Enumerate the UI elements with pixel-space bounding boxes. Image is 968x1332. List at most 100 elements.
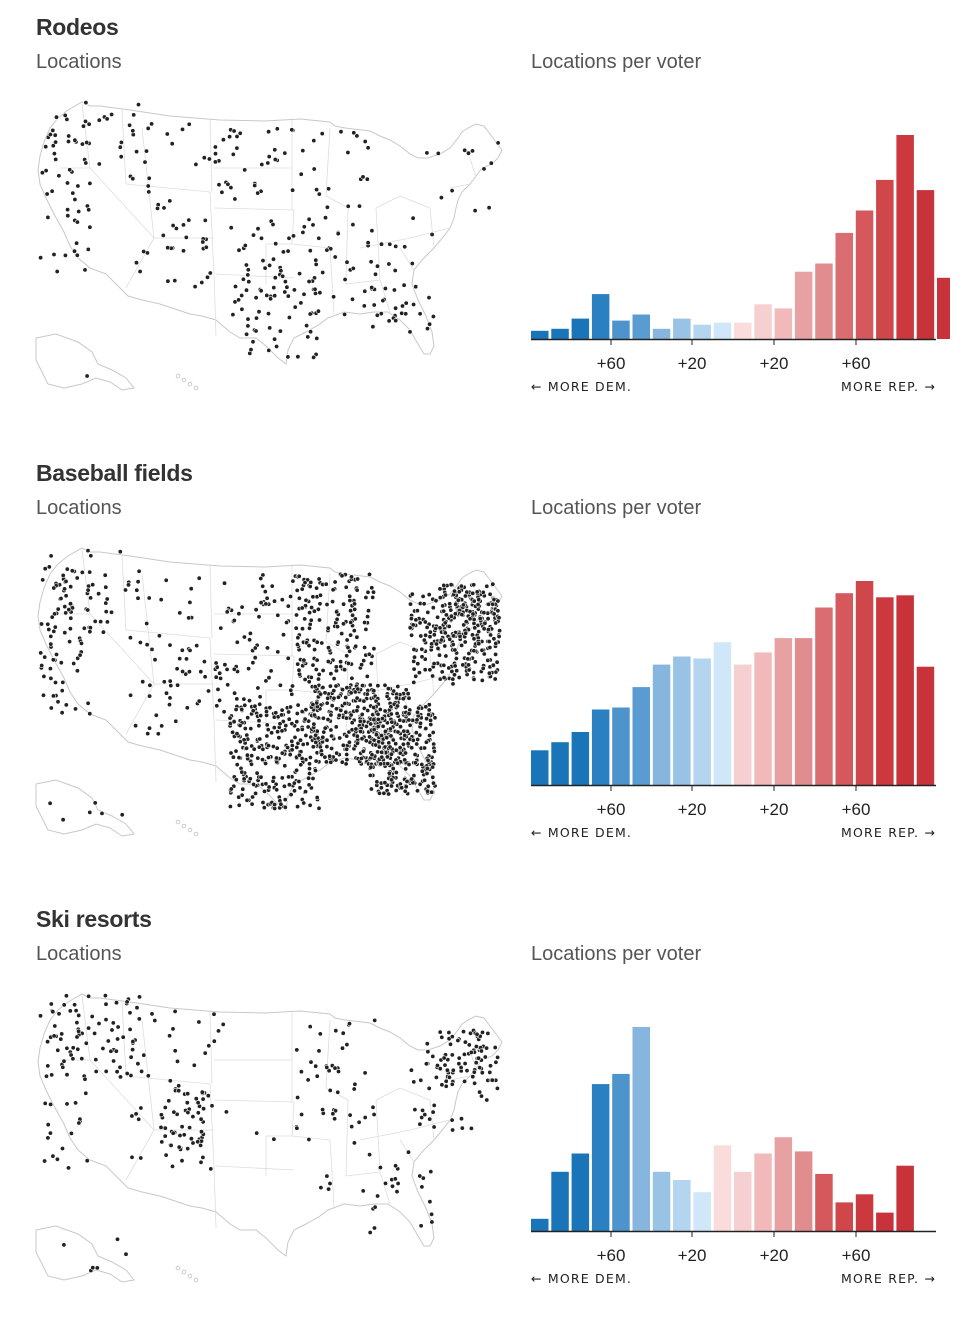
location-dot — [399, 310, 405, 316]
location-dot — [146, 175, 152, 181]
location-dot — [356, 1119, 362, 1125]
location-dot — [316, 617, 322, 623]
location-dot — [199, 280, 205, 286]
location-dot — [401, 282, 407, 288]
location-dot — [303, 597, 309, 603]
location-dot — [310, 776, 316, 782]
hawaii-island — [181, 377, 187, 383]
location-dot — [126, 582, 132, 588]
hawaii-island — [187, 1273, 193, 1279]
location-dot — [45, 1135, 51, 1141]
location-dot — [314, 187, 320, 193]
location-dot — [491, 636, 497, 642]
histogram-bar — [916, 666, 935, 785]
location-dot — [387, 241, 393, 247]
histogram-bar — [937, 277, 950, 339]
location-dot — [430, 780, 436, 786]
state-border — [141, 127, 155, 239]
location-dot — [300, 148, 306, 154]
location-dot — [92, 800, 98, 806]
histogram-bar — [855, 210, 874, 339]
location-dot — [486, 670, 492, 676]
location-dot — [379, 716, 385, 722]
location-dot — [298, 1069, 304, 1075]
location-dot — [471, 670, 477, 676]
location-dot — [382, 728, 388, 734]
location-dot — [104, 596, 110, 602]
location-dot — [397, 724, 403, 730]
location-dot — [134, 260, 140, 266]
location-dot — [94, 1265, 100, 1271]
location-dot — [140, 679, 146, 685]
location-dot — [146, 595, 152, 601]
location-dot — [170, 1130, 176, 1136]
location-dot — [92, 1030, 98, 1036]
location-dot — [114, 1000, 120, 1006]
location-dot — [422, 619, 428, 625]
location-dot — [354, 133, 360, 139]
state-border — [125, 629, 211, 639]
location-dots — [38, 548, 503, 823]
location-dot — [424, 624, 430, 630]
location-dot — [39, 621, 45, 627]
location-dot — [188, 1136, 194, 1142]
location-dot — [67, 639, 73, 645]
location-dot — [316, 805, 322, 811]
location-dot — [239, 769, 245, 775]
location-dot — [375, 716, 381, 722]
location-dot — [419, 768, 425, 774]
location-dot — [302, 716, 308, 722]
location-dot — [158, 1112, 164, 1118]
location-dot — [292, 304, 298, 310]
location-dot — [387, 726, 393, 732]
location-dot — [144, 642, 150, 648]
location-dot — [414, 788, 420, 794]
location-dot — [431, 1102, 437, 1108]
location-dot — [62, 604, 68, 610]
location-dot — [296, 667, 302, 673]
location-dot — [378, 761, 384, 767]
location-dot — [334, 750, 340, 756]
location-dot — [329, 746, 335, 752]
location-dot — [360, 174, 366, 180]
location-dot — [295, 702, 301, 708]
location-dot — [456, 589, 462, 595]
location-dot — [135, 579, 141, 585]
location-dot — [144, 621, 150, 627]
x-tick-label: +20 — [760, 354, 789, 373]
location-dot — [279, 712, 285, 718]
location-dot — [59, 1031, 65, 1037]
location-dot — [161, 679, 167, 685]
location-dot — [315, 606, 321, 612]
location-dot — [484, 1097, 490, 1103]
location-dot — [279, 597, 285, 603]
location-dot — [60, 1064, 66, 1070]
location-dot — [266, 743, 272, 749]
location-dot — [88, 553, 94, 559]
location-dot — [136, 1116, 142, 1122]
location-dot — [201, 1106, 207, 1112]
location-dot — [285, 745, 291, 751]
location-dot — [451, 588, 457, 594]
x-tick-label: +20 — [678, 800, 707, 819]
location-dot — [425, 783, 431, 789]
location-dot — [123, 1251, 129, 1257]
location-dot — [389, 1183, 395, 1189]
hawaii-island — [181, 823, 187, 829]
location-dot — [354, 587, 360, 593]
us-map-rodeos — [35, 100, 503, 391]
location-dot — [393, 318, 399, 324]
location-dot — [286, 782, 292, 788]
location-dot — [46, 564, 52, 570]
location-dot — [318, 1185, 324, 1191]
location-dot — [481, 651, 487, 657]
location-dot — [380, 723, 386, 729]
location-dot — [103, 609, 109, 615]
location-dot — [339, 1045, 345, 1051]
location-dot — [426, 295, 432, 301]
location-dot — [138, 1105, 144, 1111]
location-dot — [104, 116, 110, 122]
location-dot — [473, 1060, 479, 1066]
location-dot — [134, 1005, 140, 1011]
location-dot — [275, 649, 281, 655]
